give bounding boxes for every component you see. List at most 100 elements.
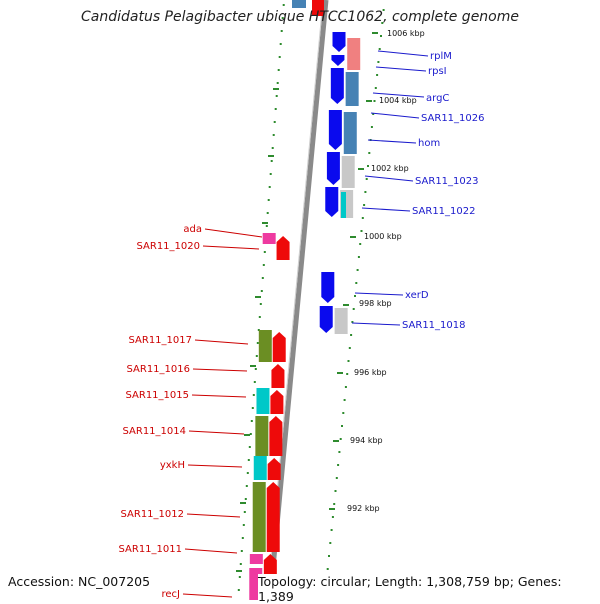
leader-line — [354, 292, 404, 296]
gene-label-rplM: rplM — [430, 51, 452, 62]
gc-dot-right — [341, 425, 343, 427]
gc-dot-right — [339, 438, 342, 440]
gc-dot-right — [378, 48, 381, 50]
gc-dot-left — [277, 69, 280, 71]
cds-forward-arrow — [331, 55, 345, 66]
leader-line — [370, 112, 420, 119]
gc-dot-right — [368, 152, 371, 154]
leader-line — [204, 228, 263, 238]
gc-dot-right — [381, 22, 384, 24]
gene-label-SAR11_1011: SAR11_1011 — [119, 544, 183, 555]
gc-dot-left — [251, 407, 254, 409]
tick-998-kbp: 998 kbp — [359, 299, 392, 308]
cog-block — [343, 112, 357, 154]
gene-label-SAR11_1016: SAR11_1016 — [127, 364, 191, 375]
gc-dot-left — [276, 82, 279, 84]
cds-forward-arrow — [332, 32, 346, 52]
gc-dot-right — [380, 35, 382, 37]
leader-line — [182, 593, 233, 598]
cds-reverse-arrow — [276, 236, 290, 260]
gc-dot-right — [343, 399, 346, 401]
gene-label-recJ: recJ — [162, 589, 181, 600]
cog-block — [262, 233, 276, 244]
gc-dot-right — [338, 451, 341, 453]
tick-1000-kbp: 1000 kbp — [364, 232, 402, 241]
gene-label-SAR11_1023: SAR11_1023 — [415, 176, 479, 187]
topology-text: Topology: circular; Length: 1,308,759 bp… — [258, 574, 600, 604]
gc-dot-left — [281, 17, 284, 19]
gene-label-SAR11_1018: SAR11_1018 — [402, 320, 466, 331]
leader-line — [372, 92, 425, 98]
gc-dot-right — [342, 412, 345, 414]
gc-dot-left — [244, 498, 247, 500]
gc-dot-right — [377, 61, 380, 63]
gc-dot-left — [279, 43, 282, 45]
gc-dot-left — [247, 459, 250, 461]
gc-dot-right — [364, 191, 367, 193]
gene-label-rpsI: rpsI — [428, 66, 447, 77]
gene-label-argC: argC — [426, 93, 449, 104]
gc-dot-left — [254, 368, 257, 370]
cds-forward-arrow — [319, 306, 333, 333]
map-title: Candidatus Pelagibacter ubique HTCC1062,… — [80, 9, 519, 25]
gc-dot-left — [252, 394, 255, 396]
gc-dot-right — [354, 295, 356, 297]
gc-dash-right — [343, 304, 349, 306]
cog-block — [341, 192, 346, 218]
cog-block — [341, 156, 355, 188]
tick-1002-kbp: 1002 kbp — [371, 164, 409, 173]
gc-dot-left — [243, 511, 246, 513]
cog-block — [252, 482, 266, 552]
gc-dot-right — [328, 555, 330, 557]
cog-block — [253, 456, 267, 480]
gc-dot-right — [355, 282, 358, 284]
gc-dot-right — [352, 308, 355, 310]
cds-forward-arrow — [325, 187, 339, 217]
gc-dot-right — [356, 269, 359, 271]
gene-labels: rplM rpsI argC SAR11_1026 hom SAR11_1023… — [119, 51, 485, 600]
gc-dash-left — [262, 222, 268, 224]
gc-dot-right — [348, 347, 351, 349]
leader-line — [187, 464, 243, 468]
leader-line — [361, 207, 411, 212]
gc-dot-left — [269, 173, 272, 175]
gc-dot-left — [262, 264, 265, 266]
gc-dot-left — [258, 316, 261, 318]
leader-line — [377, 50, 429, 57]
gc-dash-left — [236, 570, 242, 572]
cds-reverse-arrow — [270, 390, 284, 414]
cog-block — [292, 0, 306, 8]
gc-dash-right — [329, 508, 335, 510]
gc-dot-right — [360, 230, 363, 232]
gc-dot-left — [266, 212, 269, 214]
gc-dash-left — [255, 296, 261, 298]
leader-line — [192, 368, 248, 372]
cds-forward-arrow — [328, 110, 342, 150]
gc-dot-right — [367, 165, 369, 167]
gc-dot-left — [245, 485, 248, 487]
gene-label-hom: hom — [418, 138, 440, 149]
leader-line — [375, 66, 427, 72]
gene-label-SAR11_1022: SAR11_1022 — [412, 206, 476, 217]
gc-dot-left — [271, 147, 274, 149]
gc-dot-right — [374, 87, 377, 89]
gc-dot-left — [282, 4, 285, 6]
tick-1006-kbp: 1006 kbp — [387, 29, 425, 38]
accession-text: Accession: NC_007205 — [8, 574, 151, 589]
gc-dot-left — [240, 550, 243, 552]
gc-dot-right — [370, 126, 373, 128]
gc-dot-right — [335, 477, 338, 479]
gc-dot-right — [365, 178, 368, 180]
gc-dot-left — [239, 563, 242, 565]
leader-line — [191, 394, 247, 398]
gc-dot-right — [350, 334, 353, 336]
gc-dash-left — [268, 155, 274, 157]
leader-line — [364, 175, 414, 182]
gc-dot-left — [272, 134, 275, 136]
gc-dot-left — [238, 576, 241, 578]
gc-dot-left — [249, 433, 252, 435]
feature-track — [249, 0, 361, 600]
gc-dot-right — [347, 360, 350, 362]
gc-dot-right — [330, 529, 333, 531]
gc-dot-left — [273, 121, 276, 123]
